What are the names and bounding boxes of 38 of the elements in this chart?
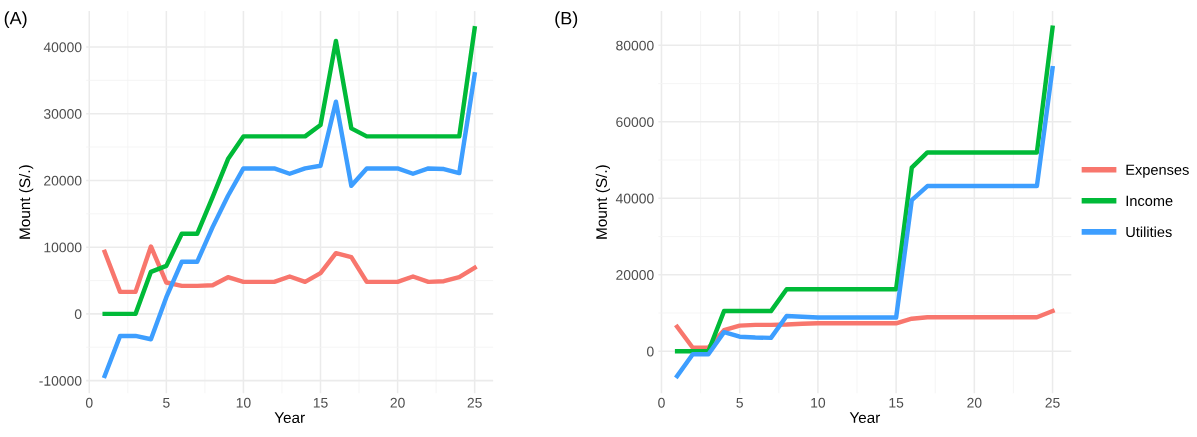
legend-label: Expenses xyxy=(1126,164,1189,178)
y-tick-label: 40000 xyxy=(43,42,82,53)
x-tick-label: 15 xyxy=(889,397,904,408)
y-tick-label: 80000 xyxy=(616,40,654,51)
y-axis-title: Mount (S/.) xyxy=(18,165,34,239)
line-series xyxy=(102,72,477,379)
y-tick-label: 60000 xyxy=(616,117,654,127)
legend-label: Utilities xyxy=(1126,226,1172,238)
x-tick-label: 10 xyxy=(236,397,251,408)
legend-label: Income xyxy=(1126,195,1173,207)
x-tick-label: 5 xyxy=(163,397,170,408)
y-tick-label: 0 xyxy=(647,346,654,357)
y-tick-label: 40000 xyxy=(615,193,654,204)
line-series xyxy=(674,25,1055,354)
y-tick-label: 30000 xyxy=(43,109,82,119)
y-tick-label: 0 xyxy=(74,309,82,320)
y-tick-label: 20000 xyxy=(616,270,654,280)
y-tick-label: 10000 xyxy=(44,242,82,253)
x-tick-label: 20 xyxy=(390,397,405,408)
line-series xyxy=(102,244,477,295)
x-tick-label: 15 xyxy=(313,397,328,408)
x-tick-label: 20 xyxy=(967,397,982,408)
chart-title: (B) xyxy=(555,11,578,29)
x-tick-label: 5 xyxy=(736,397,743,408)
chart-title: (A) xyxy=(4,11,27,29)
x-tick-label: 0 xyxy=(658,397,665,408)
x-axis-title: Year xyxy=(849,412,881,424)
y-tick-label: 20000 xyxy=(44,175,82,186)
x-tick-label: 10 xyxy=(811,397,826,408)
line-series xyxy=(674,66,1055,379)
line-series xyxy=(674,308,1055,351)
y-axis-title: Mount (S/.) xyxy=(595,165,610,239)
x-tick-label: 0 xyxy=(85,397,93,408)
y-tick-label: -10000 xyxy=(39,375,82,386)
x-tick-label: 25 xyxy=(1045,397,1060,408)
line-series xyxy=(102,26,477,317)
x-tick-label: 25 xyxy=(467,397,482,408)
x-axis-title: Year xyxy=(274,412,305,424)
